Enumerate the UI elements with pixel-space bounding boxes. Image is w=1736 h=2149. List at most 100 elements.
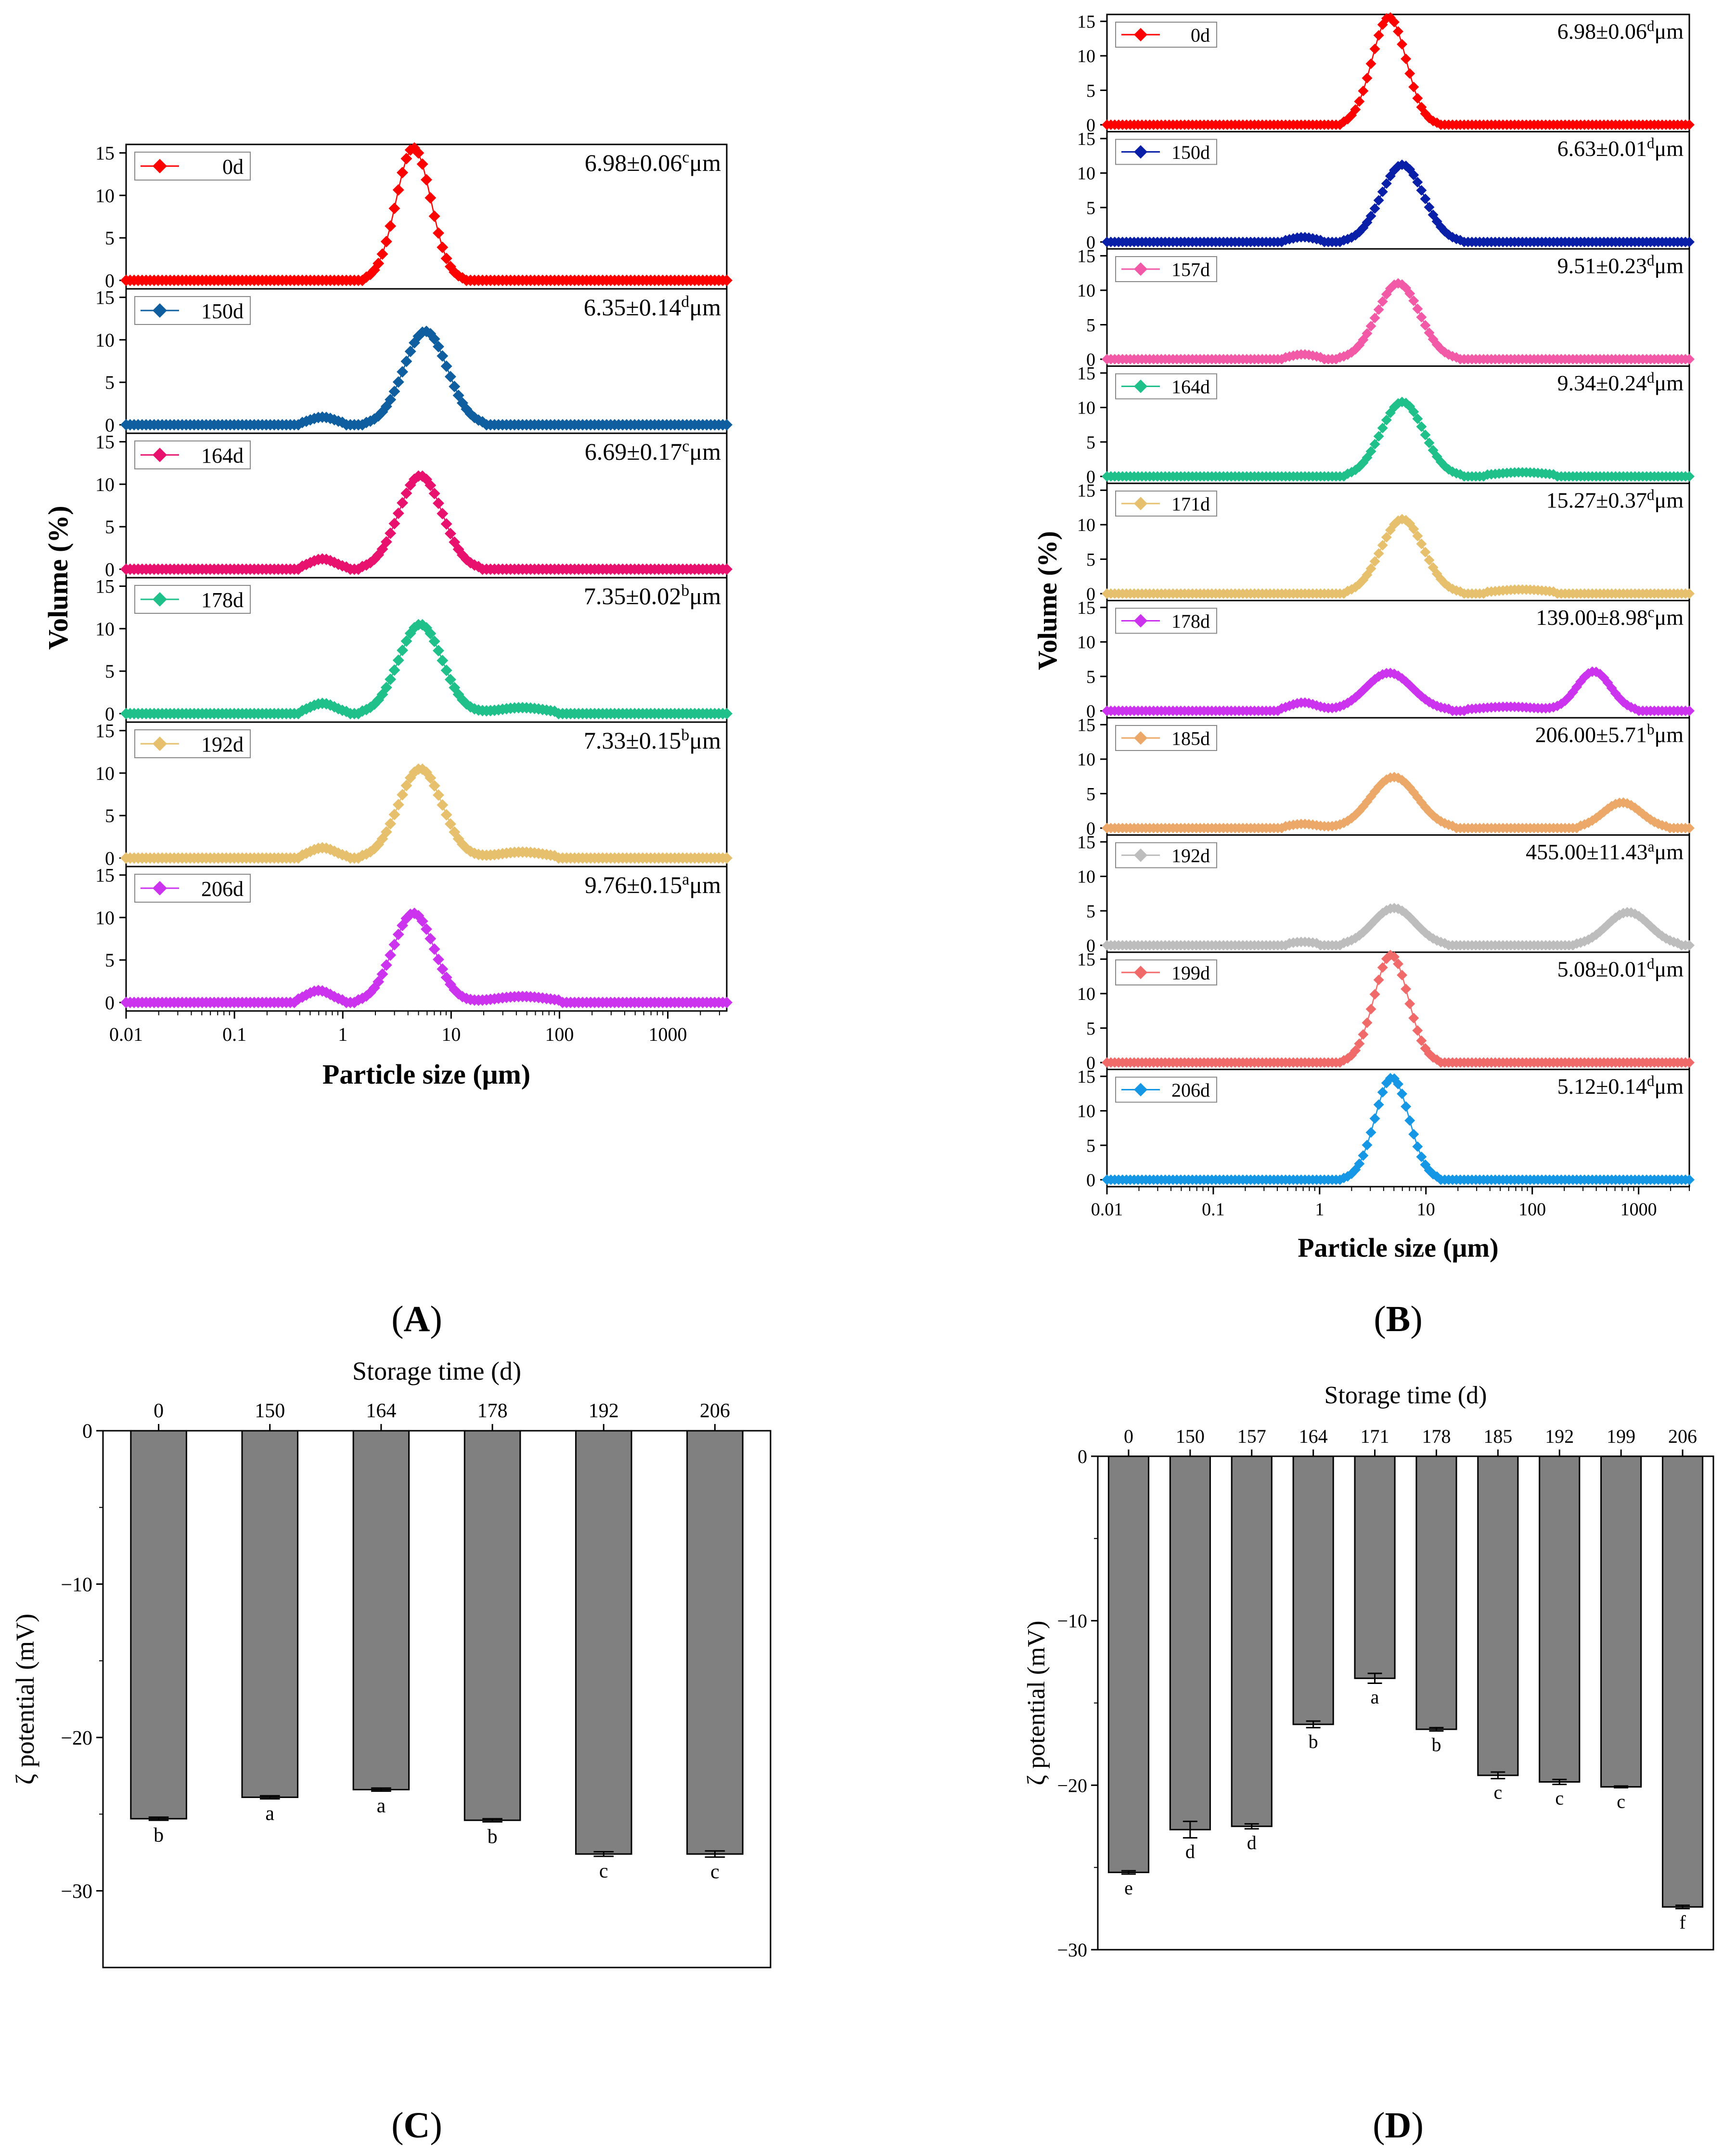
y-tick-label: 15: [95, 576, 115, 597]
size-annotation: 6.98±0.06dμm: [1557, 18, 1684, 44]
annotation-letter: c: [682, 149, 689, 167]
significance-letter: a: [1371, 1686, 1379, 1708]
annotation-value: 15.27±0.37: [1546, 488, 1647, 513]
y-tick-label: 15: [1077, 950, 1095, 970]
subplot-150d: 0 5 10 15 150d 6.63±0.01dμm: [1077, 129, 1695, 253]
data-point: [397, 789, 409, 801]
paren: ): [430, 2105, 442, 2146]
annotation-unit: μm: [689, 583, 721, 609]
annotation-value: 7.35±0.02: [584, 583, 681, 609]
bar-206: [1661, 1455, 1704, 1908]
data-point: [397, 644, 409, 656]
y-tick-label: 5: [1086, 198, 1095, 218]
legend-171d: 171d: [1115, 491, 1217, 517]
y-tick-label: 10: [1077, 515, 1095, 535]
y-tick-label: 10: [95, 907, 115, 929]
data-point: [400, 635, 412, 647]
data-point: [424, 479, 437, 492]
annotation-unit: μm: [689, 438, 721, 465]
annotation-unit: μm: [1655, 723, 1684, 747]
x-axis-label: Particle size (μm): [1298, 1233, 1498, 1263]
data-point: [1358, 1029, 1369, 1040]
size-annotation: 6.63±0.01dμm: [1557, 135, 1684, 161]
subplot-157d: 0 5 10 15 157d 9.51±0.23dμm: [1077, 246, 1695, 370]
y-tick-label: 0: [1086, 818, 1095, 839]
subplot-185d: 0 5 10 15 185d 206.00±5.71bμm: [1077, 715, 1695, 839]
data-point: [1401, 1101, 1412, 1112]
y-axis-label: ζ potential (mV): [11, 1614, 39, 1785]
legend-157d: 157d: [1115, 256, 1217, 282]
x-tick-label: 1000: [649, 1023, 687, 1045]
data-point: [1362, 1139, 1373, 1151]
category-label: 0: [154, 1400, 164, 1422]
annotation-unit: μm: [1655, 371, 1684, 395]
significance-letter: b: [1431, 1734, 1441, 1756]
data-point: [1373, 304, 1384, 315]
legend-label: 164d: [1171, 376, 1210, 398]
annotation-letter: d: [1647, 487, 1655, 504]
data-point: [1420, 429, 1431, 440]
data-point: [1684, 588, 1695, 599]
data-point: [1377, 423, 1388, 434]
data-point: [1358, 85, 1369, 96]
annotation-letter: d: [681, 293, 689, 311]
legend-label: 206d: [201, 877, 244, 901]
y-tick-label: 5: [1086, 1019, 1095, 1039]
legend-178d: 178d: [134, 585, 251, 614]
bar-192: [1539, 1455, 1581, 1783]
y-tick-label: 5: [1086, 1136, 1095, 1156]
y-tick-label: 5: [105, 805, 115, 827]
data-point: [1420, 194, 1431, 205]
data-point: [1365, 1127, 1376, 1138]
subplot-150d: 0 5 10 15 150d 6.35±0.14dμm: [95, 287, 733, 436]
data-point: [432, 645, 444, 657]
y-tick-label: 0: [1086, 701, 1095, 722]
significance-letter: a: [377, 1795, 386, 1817]
data-point: [153, 303, 167, 318]
data-point: [432, 954, 444, 966]
annotation-unit: μm: [1655, 957, 1684, 982]
significance-letter: a: [265, 1803, 274, 1825]
data-point: [444, 818, 456, 830]
data-point: [376, 968, 388, 980]
data-point: [1377, 1087, 1388, 1098]
legend-label: 157d: [1171, 259, 1210, 281]
annotation-unit: μm: [1655, 605, 1684, 630]
data-point: [1412, 1025, 1423, 1036]
annotation-letter: c: [1648, 604, 1655, 621]
data-point: [1377, 962, 1388, 973]
data-point: [1416, 311, 1427, 323]
data-point: [388, 518, 400, 530]
data-point: [1404, 1115, 1415, 1126]
y-tick-label: 15: [95, 431, 115, 453]
paren: (: [391, 1299, 403, 1339]
subplot-171d: 0 5 10 15 171d 15.27±0.37dμm: [1077, 481, 1695, 604]
y-tick-label: 0: [1086, 115, 1095, 135]
category-label: 0: [1124, 1425, 1133, 1447]
y-tick-label: 10: [1077, 984, 1095, 1004]
x-tick-label: 0.1: [222, 1023, 246, 1045]
annotation-unit: μm: [689, 727, 721, 754]
subplot-frame: [1106, 1069, 1690, 1188]
significance-letter: b: [1309, 1731, 1318, 1752]
x-tick-label: 100: [545, 1023, 574, 1045]
data-point: [1408, 1012, 1419, 1023]
data-point: [421, 174, 432, 186]
data-point: [404, 346, 416, 358]
data-point: [388, 664, 400, 676]
y-tick-label: 15: [1077, 598, 1095, 618]
category-label: 192: [589, 1400, 619, 1422]
data-point: [1684, 823, 1695, 834]
size-annotation: 6.35±0.14dμm: [584, 293, 721, 321]
panel-c: 0 −10 −20 −30 0 b 150 a 164 a 178 b 192 c 206 c Storage …: [11, 1357, 772, 2146]
series-line-157d: [1107, 283, 1689, 360]
legend-192d: 192d: [1115, 842, 1217, 868]
y-tick-label: 5: [1086, 550, 1095, 570]
annotation-unit: μm: [689, 149, 721, 176]
legend-label: 150d: [201, 299, 244, 323]
x-tick-label: 1: [1315, 1200, 1324, 1220]
data-point: [1362, 328, 1373, 339]
data-point: [1381, 532, 1392, 543]
y-tick-label: 10: [95, 185, 115, 207]
